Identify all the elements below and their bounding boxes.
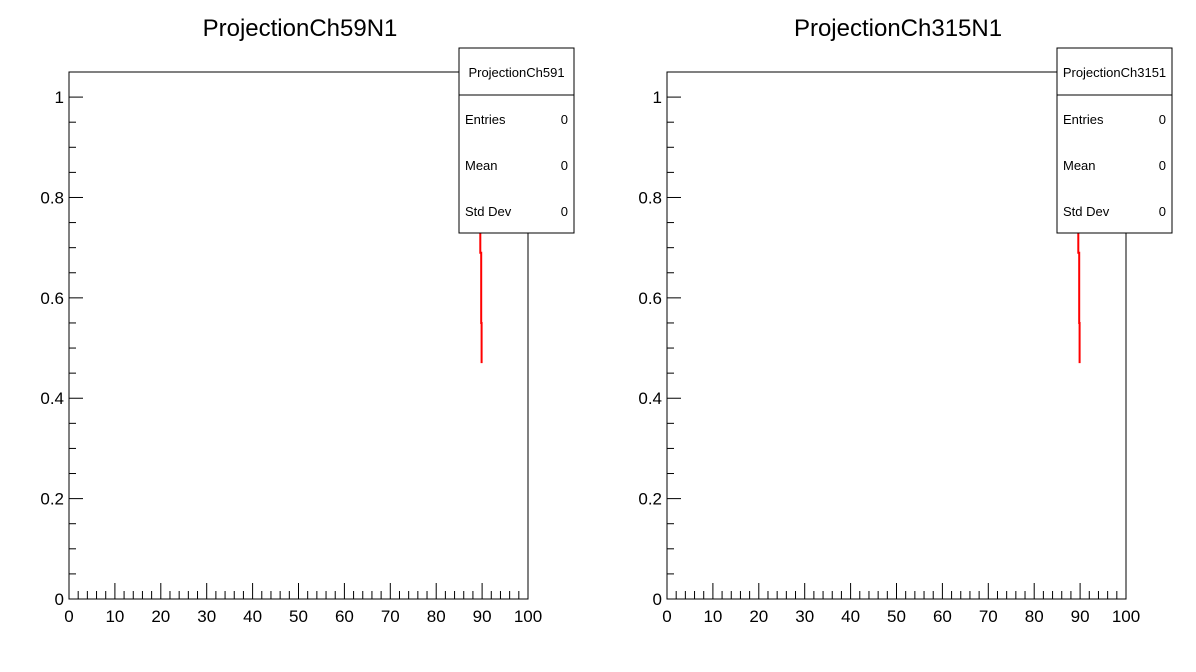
y-tick-label: 0.4 — [638, 389, 662, 408]
stats-label-entries: Entries — [1063, 112, 1104, 127]
x-tick-label: 0 — [64, 607, 73, 626]
chart-title: ProjectionCh59N1 — [203, 15, 398, 42]
y-tick-label: 0 — [653, 590, 662, 609]
x-tick-label: 70 — [381, 607, 400, 626]
y-tick-label: 0.2 — [40, 490, 64, 509]
x-tick-label: 90 — [473, 607, 492, 626]
x-tick-label: 40 — [243, 607, 262, 626]
y-tick-label: 1 — [55, 88, 64, 107]
x-tick-label: 100 — [1112, 607, 1140, 626]
x-tick-label: 20 — [151, 607, 170, 626]
y-tick-label: 0 — [55, 590, 64, 609]
x-tick-label: 20 — [749, 607, 768, 626]
stats-value: 0 — [561, 158, 568, 173]
y-tick-label: 0.2 — [638, 490, 662, 509]
x-tick-label: 90 — [1071, 607, 1090, 626]
y-tick-label: 0.8 — [638, 188, 662, 207]
y-tick-label: 0.8 — [40, 188, 64, 207]
stats-value: 0 — [1159, 112, 1166, 127]
x-tick-label: 10 — [703, 607, 722, 626]
stats-value: 0 — [561, 112, 568, 127]
y-tick-label: 0.6 — [638, 289, 662, 308]
y-tick-label: 1 — [653, 88, 662, 107]
x-tick-label: 30 — [197, 607, 216, 626]
stats-name: ProjectionCh3151 — [1063, 65, 1166, 80]
x-tick-label: 50 — [289, 607, 308, 626]
x-tick-label: 60 — [933, 607, 952, 626]
stats-name: ProjectionCh591 — [468, 65, 564, 80]
x-tick-label: 40 — [841, 607, 860, 626]
stats-value: 0 — [1159, 158, 1166, 173]
x-tick-label: 70 — [979, 607, 998, 626]
x-tick-label: 10 — [105, 607, 124, 626]
x-tick-label: 30 — [795, 607, 814, 626]
stats-value: 0 — [561, 204, 568, 219]
stats-box — [1056, 47, 1173, 234]
x-tick-label: 100 — [514, 607, 542, 626]
y-tick-label: 0.4 — [40, 389, 64, 408]
y-tick-label: 0.6 — [40, 289, 64, 308]
stats-label-mean: Mean — [465, 158, 498, 173]
x-tick-label: 60 — [335, 607, 354, 626]
stats-label-std-dev: Std Dev — [1063, 204, 1110, 219]
stats-box — [458, 47, 575, 234]
stats-label-entries: Entries — [465, 112, 506, 127]
x-tick-label: 50 — [887, 607, 906, 626]
chart-title: ProjectionCh315N1 — [794, 15, 1002, 42]
stats-label-mean: Mean — [1063, 158, 1096, 173]
x-tick-label: 0 — [662, 607, 671, 626]
x-tick-label: 80 — [427, 607, 446, 626]
stats-value: 0 — [1159, 204, 1166, 219]
x-tick-label: 80 — [1025, 607, 1044, 626]
stats-label-std-dev: Std Dev — [465, 204, 512, 219]
